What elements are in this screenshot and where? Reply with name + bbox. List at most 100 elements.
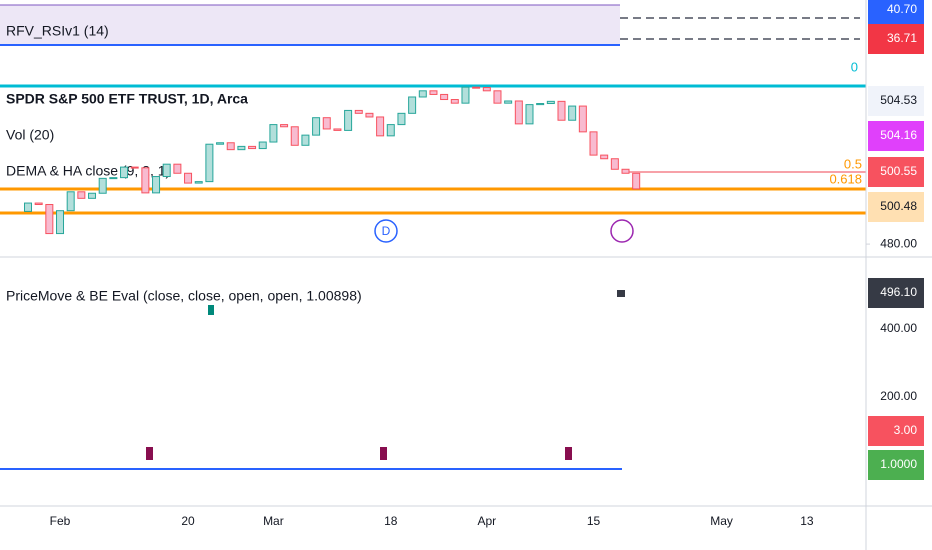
x-tick-label: 20 [181,514,195,528]
candle-body [141,167,150,194]
legend-rsi[interactable]: RFV_RSIv1 (14) [6,23,109,39]
dividend-icon[interactable] [374,219,398,243]
candle-body [109,177,118,180]
candle-body [290,126,299,146]
candle-body [184,172,193,184]
x-tick-label: 18 [384,514,398,528]
candle-body [482,87,491,92]
marker [565,447,572,460]
candle-body [514,100,523,125]
candle-body [269,124,278,143]
candle-body [610,158,619,170]
candle-body [258,141,267,150]
candle-body [440,93,449,101]
candle-body [333,128,342,131]
candle-body [205,143,214,183]
lower-axis-label: 400.00 [880,321,917,335]
price-tag-label: 496.10 [880,285,917,299]
candle-body [557,100,566,121]
candle-body [194,181,203,184]
legend-pricemove[interactable]: PriceMove & BE Eval (close, close, open,… [6,288,362,304]
candle-body [120,166,129,179]
price-tag [868,450,924,480]
candle-body [173,163,182,174]
x-tick-label: Feb [50,514,71,528]
fib-label: 0.618 [829,171,862,186]
price-tag [868,24,924,54]
candle-body [472,86,481,89]
marker [617,290,625,297]
candle-body [632,172,641,190]
price-tag [868,416,924,446]
legend-symbol[interactable]: SPDR S&P 500 ETF TRUST, 1D, Arca [6,91,248,107]
candle-body [429,90,438,95]
price-tag-label: 3.00 [894,423,918,437]
x-tick-label: Apr [477,514,496,528]
candle-body [344,109,353,131]
candle-body [24,202,32,212]
price-tag-label: 504.53 [880,93,917,107]
candle-body [248,145,257,150]
legend-dema[interactable]: DEMA & HA close (9, 2, 1) [6,163,170,179]
price-tag-label: 1.0000 [880,457,917,471]
price-tag [868,0,924,25]
candle-body [88,192,97,199]
candle-body [376,116,385,137]
fib-label: 0.5 [844,156,862,171]
candle-body [546,100,555,105]
candle-body [66,191,75,212]
candle-body [461,86,470,104]
fib-label: 0 [851,59,858,74]
candle-body [56,210,65,235]
x-tick-label: 13 [800,514,814,528]
price-tag [868,192,924,222]
candle-body [312,117,321,136]
candle-body [536,103,545,106]
marker [146,447,153,460]
candle-body [418,90,427,98]
price-tag-label: 500.55 [880,164,917,178]
candle-body [226,142,235,151]
candle-body [621,168,630,174]
candle-body [354,109,363,114]
price-tag [868,278,924,308]
candle-body [34,202,43,206]
candle-body [397,112,406,126]
x-tick-label: Mar [263,514,284,528]
price-tag-label: 500.48 [880,199,917,213]
price-tag-label: 40.70 [887,2,917,16]
dividend-letter: D [382,224,391,238]
candle-body [589,131,598,156]
candle-body [493,90,502,104]
candle-body [77,191,86,199]
marker [208,305,214,315]
price-tag [868,86,924,116]
candle-body [322,117,331,130]
price-tag [868,121,924,151]
candle-body [450,99,459,104]
x-tick-label: May [710,514,733,528]
candle-body [600,154,609,160]
candle-body [280,124,289,128]
candle-body [365,112,374,118]
candle-body [525,104,534,125]
y-tick-label: 480.00 [880,236,917,250]
legend-volume[interactable]: Vol (20) [6,127,54,143]
candle-body [504,100,513,104]
candle-body [237,145,246,151]
candle-body [162,163,171,178]
candle-body [408,96,417,114]
earnings-icon[interactable] [610,219,634,243]
candle-body [130,166,139,169]
candle-body [386,124,395,137]
candle-body [568,105,577,121]
marker [380,447,387,460]
price-tag-label: 36.71 [887,31,917,45]
candle-body [45,204,54,235]
candle-body [216,142,225,145]
rsi-band [0,5,620,45]
price-tag-label: 504.16 [880,128,917,142]
candle-body [152,176,161,194]
